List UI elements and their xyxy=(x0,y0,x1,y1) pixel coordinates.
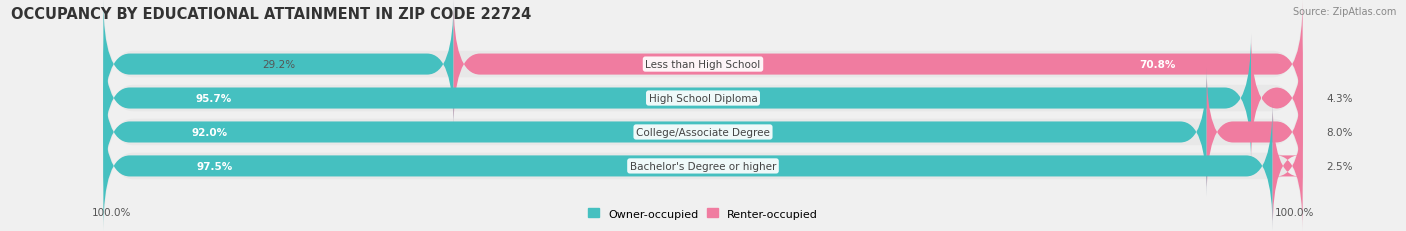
Text: 92.0%: 92.0% xyxy=(191,128,228,137)
FancyBboxPatch shape xyxy=(104,69,1206,196)
FancyBboxPatch shape xyxy=(104,27,1302,170)
FancyBboxPatch shape xyxy=(104,0,1302,136)
Text: High School Diploma: High School Diploma xyxy=(648,94,758,103)
FancyBboxPatch shape xyxy=(104,61,1302,204)
Text: 100.0%: 100.0% xyxy=(91,207,131,217)
Text: 4.3%: 4.3% xyxy=(1327,94,1353,103)
Text: 95.7%: 95.7% xyxy=(195,94,232,103)
Text: Bachelor's Degree or higher: Bachelor's Degree or higher xyxy=(630,161,776,171)
FancyBboxPatch shape xyxy=(1206,69,1302,196)
Text: 29.2%: 29.2% xyxy=(262,60,295,70)
Legend: Owner-occupied, Renter-occupied: Owner-occupied, Renter-occupied xyxy=(583,204,823,223)
FancyBboxPatch shape xyxy=(104,102,1272,230)
Text: 97.5%: 97.5% xyxy=(197,161,233,171)
FancyBboxPatch shape xyxy=(1272,102,1302,230)
Text: 2.5%: 2.5% xyxy=(1327,161,1353,171)
Text: Source: ZipAtlas.com: Source: ZipAtlas.com xyxy=(1292,7,1396,17)
FancyBboxPatch shape xyxy=(1251,35,1302,162)
Text: 8.0%: 8.0% xyxy=(1327,128,1353,137)
Text: Less than High School: Less than High School xyxy=(645,60,761,70)
FancyBboxPatch shape xyxy=(104,95,1302,231)
Text: 100.0%: 100.0% xyxy=(1275,207,1315,217)
FancyBboxPatch shape xyxy=(454,1,1302,129)
Text: OCCUPANCY BY EDUCATIONAL ATTAINMENT IN ZIP CODE 22724: OCCUPANCY BY EDUCATIONAL ATTAINMENT IN Z… xyxy=(11,7,531,22)
FancyBboxPatch shape xyxy=(104,35,1251,162)
FancyBboxPatch shape xyxy=(104,1,454,129)
Text: College/Associate Degree: College/Associate Degree xyxy=(636,128,770,137)
Text: 70.8%: 70.8% xyxy=(1139,60,1175,70)
